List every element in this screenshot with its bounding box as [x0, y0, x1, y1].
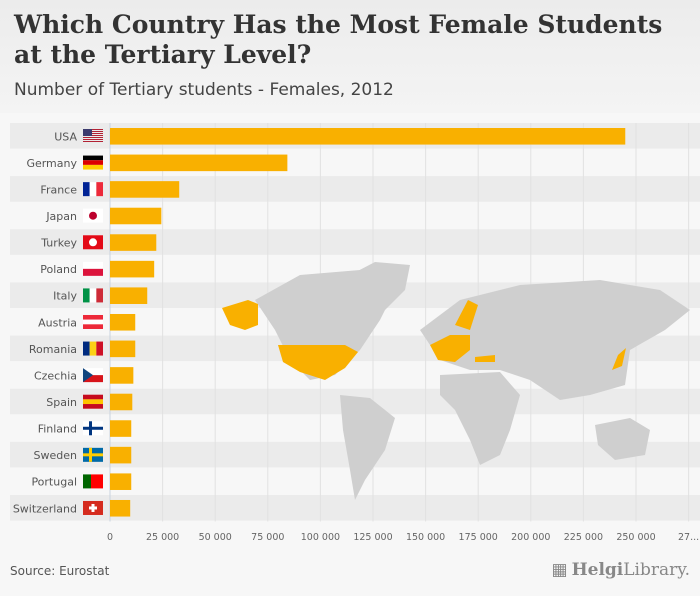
flag-spain-icon	[83, 394, 103, 409]
bar-japan[interactable]	[110, 207, 162, 225]
category-label: Switzerland	[13, 502, 77, 515]
x-tick-label: 50 000	[199, 532, 232, 543]
flag-austria-icon	[83, 314, 103, 329]
map-usa	[278, 345, 358, 380]
x-tick-label: 250 000	[616, 532, 655, 543]
helgilibrary-logo[interactable]: ▦ HelgiLibrary.	[551, 560, 691, 580]
x-tick-label: 200 000	[511, 532, 550, 543]
bar-sweden[interactable]	[110, 446, 132, 464]
bar-poland[interactable]	[110, 260, 155, 278]
x-tick-label: 125 000	[353, 532, 392, 543]
x-tick-label: 100 000	[301, 532, 340, 543]
flag-france-icon	[83, 182, 103, 197]
map-europe-highlight	[430, 335, 470, 362]
bar-italy[interactable]	[110, 287, 148, 304]
bar-usa[interactable]	[110, 128, 626, 145]
x-tick-label: 0	[107, 532, 113, 543]
bar-spain[interactable]	[110, 393, 133, 411]
category-label: France	[40, 183, 77, 196]
flag-portugal-icon	[83, 474, 103, 489]
page-title: Which Country Has the Most Female Studen…	[14, 10, 663, 69]
flag-switzerland-icon	[83, 500, 103, 515]
map-scandinavia	[455, 300, 478, 330]
category-label: Romania	[29, 343, 77, 356]
flag-usa-icon	[83, 129, 103, 142]
flag-sweden-icon	[83, 447, 103, 462]
flag-finland-icon	[83, 421, 103, 436]
bar-finland[interactable]	[110, 420, 132, 437]
x-tick-label: 25 000	[146, 532, 179, 543]
map-africa	[440, 372, 520, 465]
bar-austria[interactable]	[110, 313, 136, 331]
x-tick-label: 27...	[678, 532, 699, 543]
flag-czechia-icon	[83, 368, 103, 383]
flag-turkey-icon	[83, 235, 103, 250]
flag-germany-icon	[83, 155, 103, 170]
bar-switzerland[interactable]	[110, 499, 131, 517]
source-label: Source: Eurostat	[10, 564, 110, 578]
bar-portugal[interactable]	[110, 473, 132, 490]
bar-czechia[interactable]	[110, 367, 134, 384]
flag-japan-icon	[83, 208, 103, 223]
bar-turkey[interactable]	[110, 234, 157, 251]
world-map	[222, 262, 690, 500]
map-australia	[595, 418, 650, 460]
x-tick-label: 75 000	[251, 532, 284, 543]
category-label: Czechia	[34, 369, 77, 382]
map-turkey	[475, 355, 495, 362]
flag-italy-icon	[83, 288, 103, 303]
category-label: Austria	[38, 316, 77, 329]
bar-germany[interactable]	[110, 154, 288, 172]
category-label: Finland	[38, 423, 77, 436]
flag-romania-icon	[83, 341, 103, 356]
category-label: Japan	[45, 210, 77, 223]
x-tick-label: 150 000	[406, 532, 445, 543]
map-alaska	[222, 300, 258, 330]
map-eurasia	[420, 280, 690, 400]
category-label: Spain	[46, 396, 77, 409]
x-tick-label: 225 000	[564, 532, 603, 543]
bar-romania[interactable]	[110, 340, 136, 358]
category-label: Germany	[26, 157, 77, 170]
flag-poland-icon	[83, 261, 103, 276]
category-label: Sweden	[34, 449, 77, 462]
map-japan	[612, 348, 626, 370]
logo-icon: ▦	[551, 560, 568, 580]
category-label: Italy	[53, 290, 77, 303]
bar-france[interactable]	[110, 181, 180, 198]
header	[0, 0, 700, 113]
category-label: Turkey	[40, 237, 77, 250]
map-south-america	[340, 395, 395, 500]
map-greenland	[350, 262, 410, 310]
category-label: USA	[54, 130, 77, 143]
category-label: Portugal	[31, 476, 77, 489]
x-tick-label: 175 000	[459, 532, 498, 543]
page-subtitle: Number of Tertiary students - Females, 2…	[14, 80, 394, 100]
category-label: Poland	[40, 263, 77, 276]
